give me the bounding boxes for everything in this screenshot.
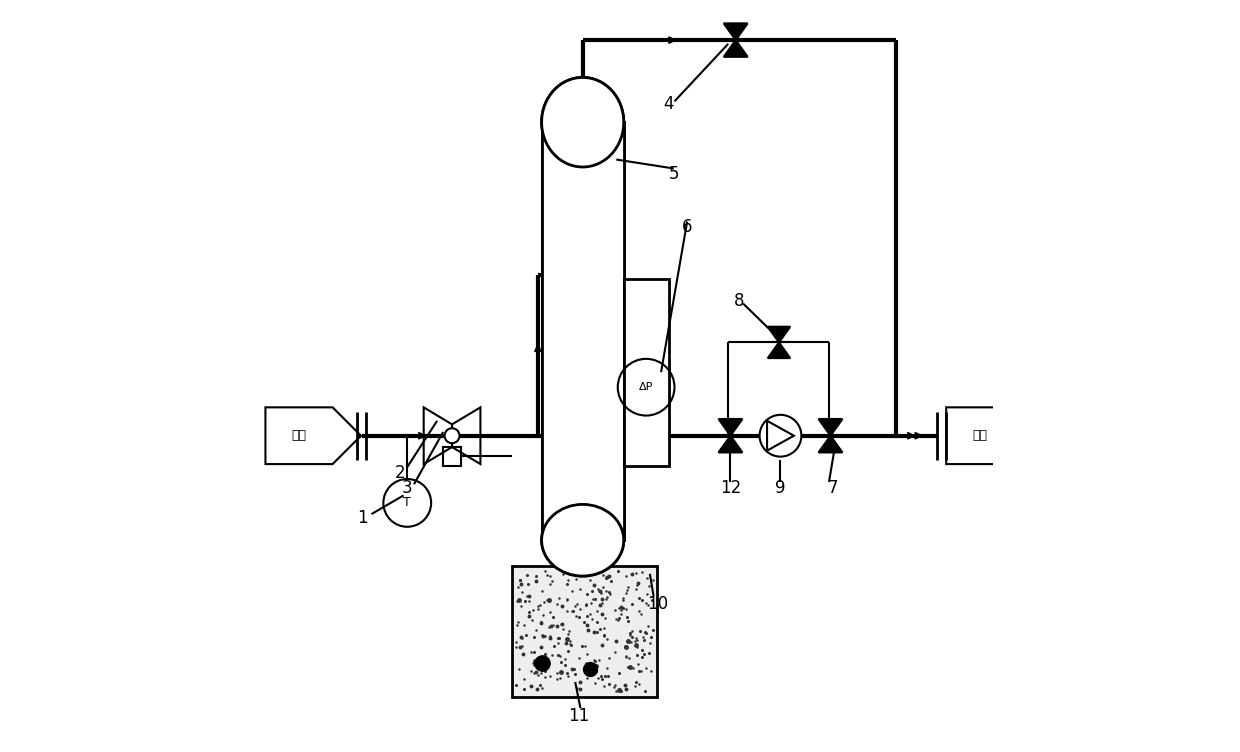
Text: T: T — [403, 496, 412, 509]
Polygon shape — [724, 40, 748, 57]
Text: 3: 3 — [402, 479, 413, 497]
Text: 7: 7 — [827, 479, 838, 497]
Circle shape — [760, 415, 801, 456]
Polygon shape — [718, 435, 743, 453]
Polygon shape — [768, 326, 790, 342]
Ellipse shape — [542, 77, 624, 167]
Text: 9: 9 — [775, 479, 786, 497]
Ellipse shape — [542, 77, 624, 167]
Bar — [443, 447, 461, 465]
Text: 出口: 出口 — [972, 429, 987, 442]
Bar — [542, 123, 624, 540]
Polygon shape — [768, 342, 790, 358]
Polygon shape — [718, 419, 743, 435]
Bar — [512, 566, 657, 697]
Ellipse shape — [542, 505, 624, 576]
Bar — [624, 279, 668, 465]
Text: 12: 12 — [720, 479, 742, 497]
Polygon shape — [818, 435, 842, 453]
Polygon shape — [818, 419, 842, 435]
Text: 11: 11 — [568, 707, 589, 725]
Bar — [542, 123, 624, 540]
Circle shape — [445, 428, 460, 443]
Text: 6: 6 — [682, 218, 692, 235]
Text: 8: 8 — [734, 293, 745, 311]
Text: 入口: 入口 — [291, 429, 306, 442]
Text: ΔP: ΔP — [639, 382, 653, 393]
Polygon shape — [724, 23, 748, 40]
Text: 1: 1 — [357, 509, 368, 527]
Text: 10: 10 — [647, 595, 668, 613]
Text: 4: 4 — [663, 95, 673, 113]
Text: 2: 2 — [394, 464, 405, 482]
Text: 5: 5 — [668, 165, 680, 183]
Ellipse shape — [542, 505, 624, 576]
